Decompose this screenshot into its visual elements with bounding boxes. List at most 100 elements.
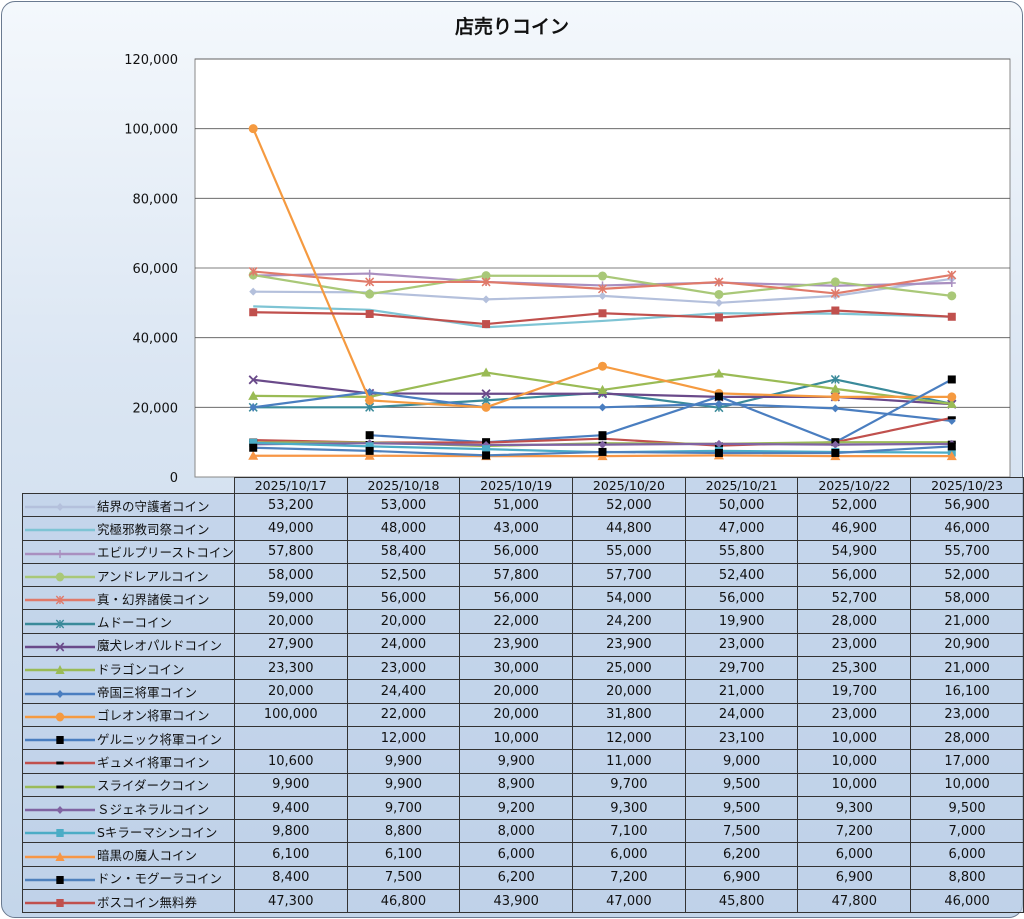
data-point	[55, 595, 65, 605]
data-point	[365, 309, 374, 318]
data-label: 53,000	[346, 492, 461, 518]
data-point	[365, 277, 375, 287]
data-label: 30,000	[459, 656, 574, 681]
legend-label: ギュメイ将軍コイン	[97, 754, 210, 770]
data-point	[365, 442, 374, 451]
data-point	[482, 295, 491, 304]
data-point	[248, 124, 258, 134]
series-5	[248, 266, 957, 298]
data-point	[714, 313, 723, 322]
data-point	[248, 266, 258, 277]
data-label: 6,100	[346, 842, 461, 867]
y-tick-label: 40,000	[133, 332, 179, 347]
data-label: 52,000	[797, 492, 912, 518]
data-label: 9,700	[346, 795, 461, 821]
data-point	[714, 298, 723, 307]
data-label: 56,000	[684, 586, 799, 611]
legend-entry: 暗黒の魔人コイン	[22, 842, 235, 867]
table-row: ドラゴンコイン 23,300 23,000 30,000 25,000 29,700 25,…	[22, 656, 1024, 681]
data-label: 22,000	[459, 609, 574, 634]
legend-entry: エビルプリーストコイン	[22, 539, 235, 564]
data-label: 56,000	[459, 586, 574, 611]
data-label: 6,900	[684, 865, 799, 891]
data-label: 46,000	[910, 516, 1024, 541]
data-point	[830, 277, 840, 287]
data-point	[56, 785, 64, 789]
data-label: 44,800	[572, 516, 686, 541]
data-label: 47,000	[684, 516, 799, 541]
table-row: 帝国三将軍コイン 20,000 24,400 20,000 20,000 21,000 19…	[22, 679, 1024, 704]
x-tick-label: 2025/10/22	[797, 477, 912, 494]
data-label: 52,000	[910, 562, 1024, 588]
data-point	[248, 375, 258, 385]
x-tick-label: 2025/10/18	[346, 477, 461, 494]
data-label: 52,000	[572, 492, 686, 518]
y-tick-label: 20,000	[133, 401, 179, 416]
legend-key-icon	[25, 595, 95, 605]
legend-entry: ドン・モグーラコイン	[22, 865, 235, 891]
data-label: 10,000	[459, 725, 574, 751]
data-point	[248, 390, 259, 400]
data-label: 46,800	[346, 889, 461, 914]
data-label: 9,900	[459, 749, 574, 774]
data-label: 9,400	[233, 795, 348, 821]
data-label: 53,200	[233, 492, 348, 518]
legend-label: ボスコイン無料券	[97, 894, 198, 910]
data-label: 23,100	[684, 725, 799, 751]
data-point	[598, 440, 607, 449]
data-label: 56,000	[459, 539, 574, 564]
data-label: 20,000	[233, 609, 348, 634]
data-point	[481, 271, 491, 281]
data-label: 31,800	[572, 702, 686, 727]
data-label: 48,000	[346, 516, 461, 541]
table-row: Sキラーマシンコイン 9,800 8,800 8,000 7,100 7,500 7,200…	[22, 819, 1024, 844]
data-label: 51,000	[459, 492, 574, 518]
data-point	[713, 368, 724, 378]
data-label: 7,100	[572, 819, 686, 844]
data-label: 46,900	[797, 516, 912, 541]
data-point	[481, 277, 491, 287]
data-label: 23,900	[459, 632, 574, 658]
legend-label: 帝国三将軍コイン	[97, 685, 198, 701]
data-label: 47,800	[797, 889, 912, 914]
legend-key-icon	[25, 899, 95, 908]
data-point	[830, 288, 840, 298]
data-point	[830, 392, 840, 402]
data-label: 20,900	[910, 632, 1024, 658]
data-label: 24,400	[346, 679, 461, 704]
legend-key-icon	[25, 619, 95, 629]
legend-key-icon	[25, 736, 95, 745]
legend-entry: 帝国三将軍コイン	[22, 679, 235, 704]
data-label: 47,000	[572, 889, 686, 914]
data-point	[947, 416, 956, 420]
legend-label: Ｓジェネラルコイン	[97, 801, 210, 817]
data-point	[831, 404, 840, 413]
data-label: 25,300	[797, 656, 912, 681]
data-label: 54,900	[797, 539, 912, 564]
series-10	[248, 124, 957, 412]
data-point	[249, 438, 258, 447]
data-label: 10,000	[910, 772, 1024, 797]
x-tick-label: 2025/10/17	[233, 477, 348, 494]
data-label: 19,900	[684, 609, 799, 634]
data-label: 9,700	[572, 772, 686, 797]
data-label: 100,000	[233, 702, 348, 727]
legend-label: ゲルニック将軍コイン	[97, 731, 223, 747]
data-label: 7,200	[797, 819, 912, 844]
data-label: 43,900	[459, 889, 574, 914]
legend-entry: Sキラーマシンコイン	[22, 819, 235, 844]
data-label: 58,400	[346, 539, 461, 564]
data-label: 7,500	[346, 865, 461, 891]
data-point	[365, 446, 374, 455]
y-tick-label: 60,000	[133, 262, 179, 277]
data-point	[947, 270, 957, 280]
data-point	[56, 829, 64, 838]
y-tick-label: 80,000	[133, 192, 179, 207]
data-point	[830, 374, 840, 384]
legend-label: Sキラーマシンコイン	[97, 824, 218, 840]
data-point	[56, 875, 64, 884]
legend-key-icon	[25, 806, 95, 814]
data-point	[598, 403, 607, 412]
data-label: 17,000	[910, 749, 1024, 774]
data-point	[365, 269, 374, 278]
